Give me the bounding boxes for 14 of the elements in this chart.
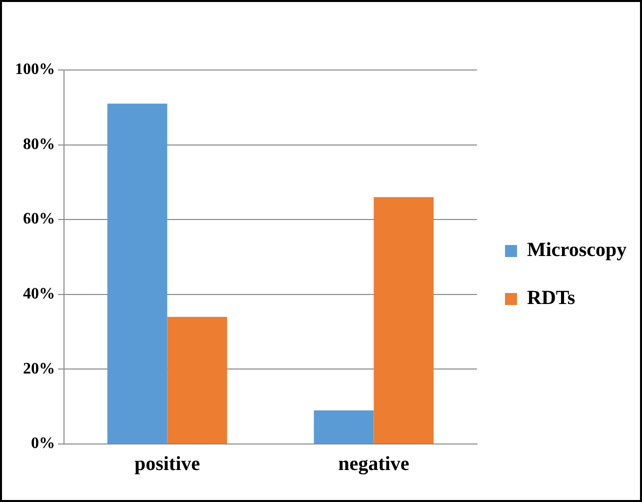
- y-tick-label: 60%: [23, 210, 55, 228]
- bar: [314, 410, 374, 444]
- y-tick-label: 0%: [31, 435, 55, 452]
- legend-label: Microscopy: [527, 239, 627, 262]
- y-tick-label: 20%: [23, 360, 55, 378]
- bar: [107, 104, 168, 444]
- y-tick-label: 80%: [23, 136, 55, 153]
- x-tick-label: negative: [338, 453, 410, 476]
- y-tick-label: 100%: [15, 61, 55, 78]
- x-tick-label: positive: [134, 453, 200, 476]
- bar: [167, 316, 228, 444]
- bar: [374, 197, 434, 444]
- legend-label: RDTs: [527, 287, 576, 310]
- y-tick-label: 40%: [23, 286, 55, 303]
